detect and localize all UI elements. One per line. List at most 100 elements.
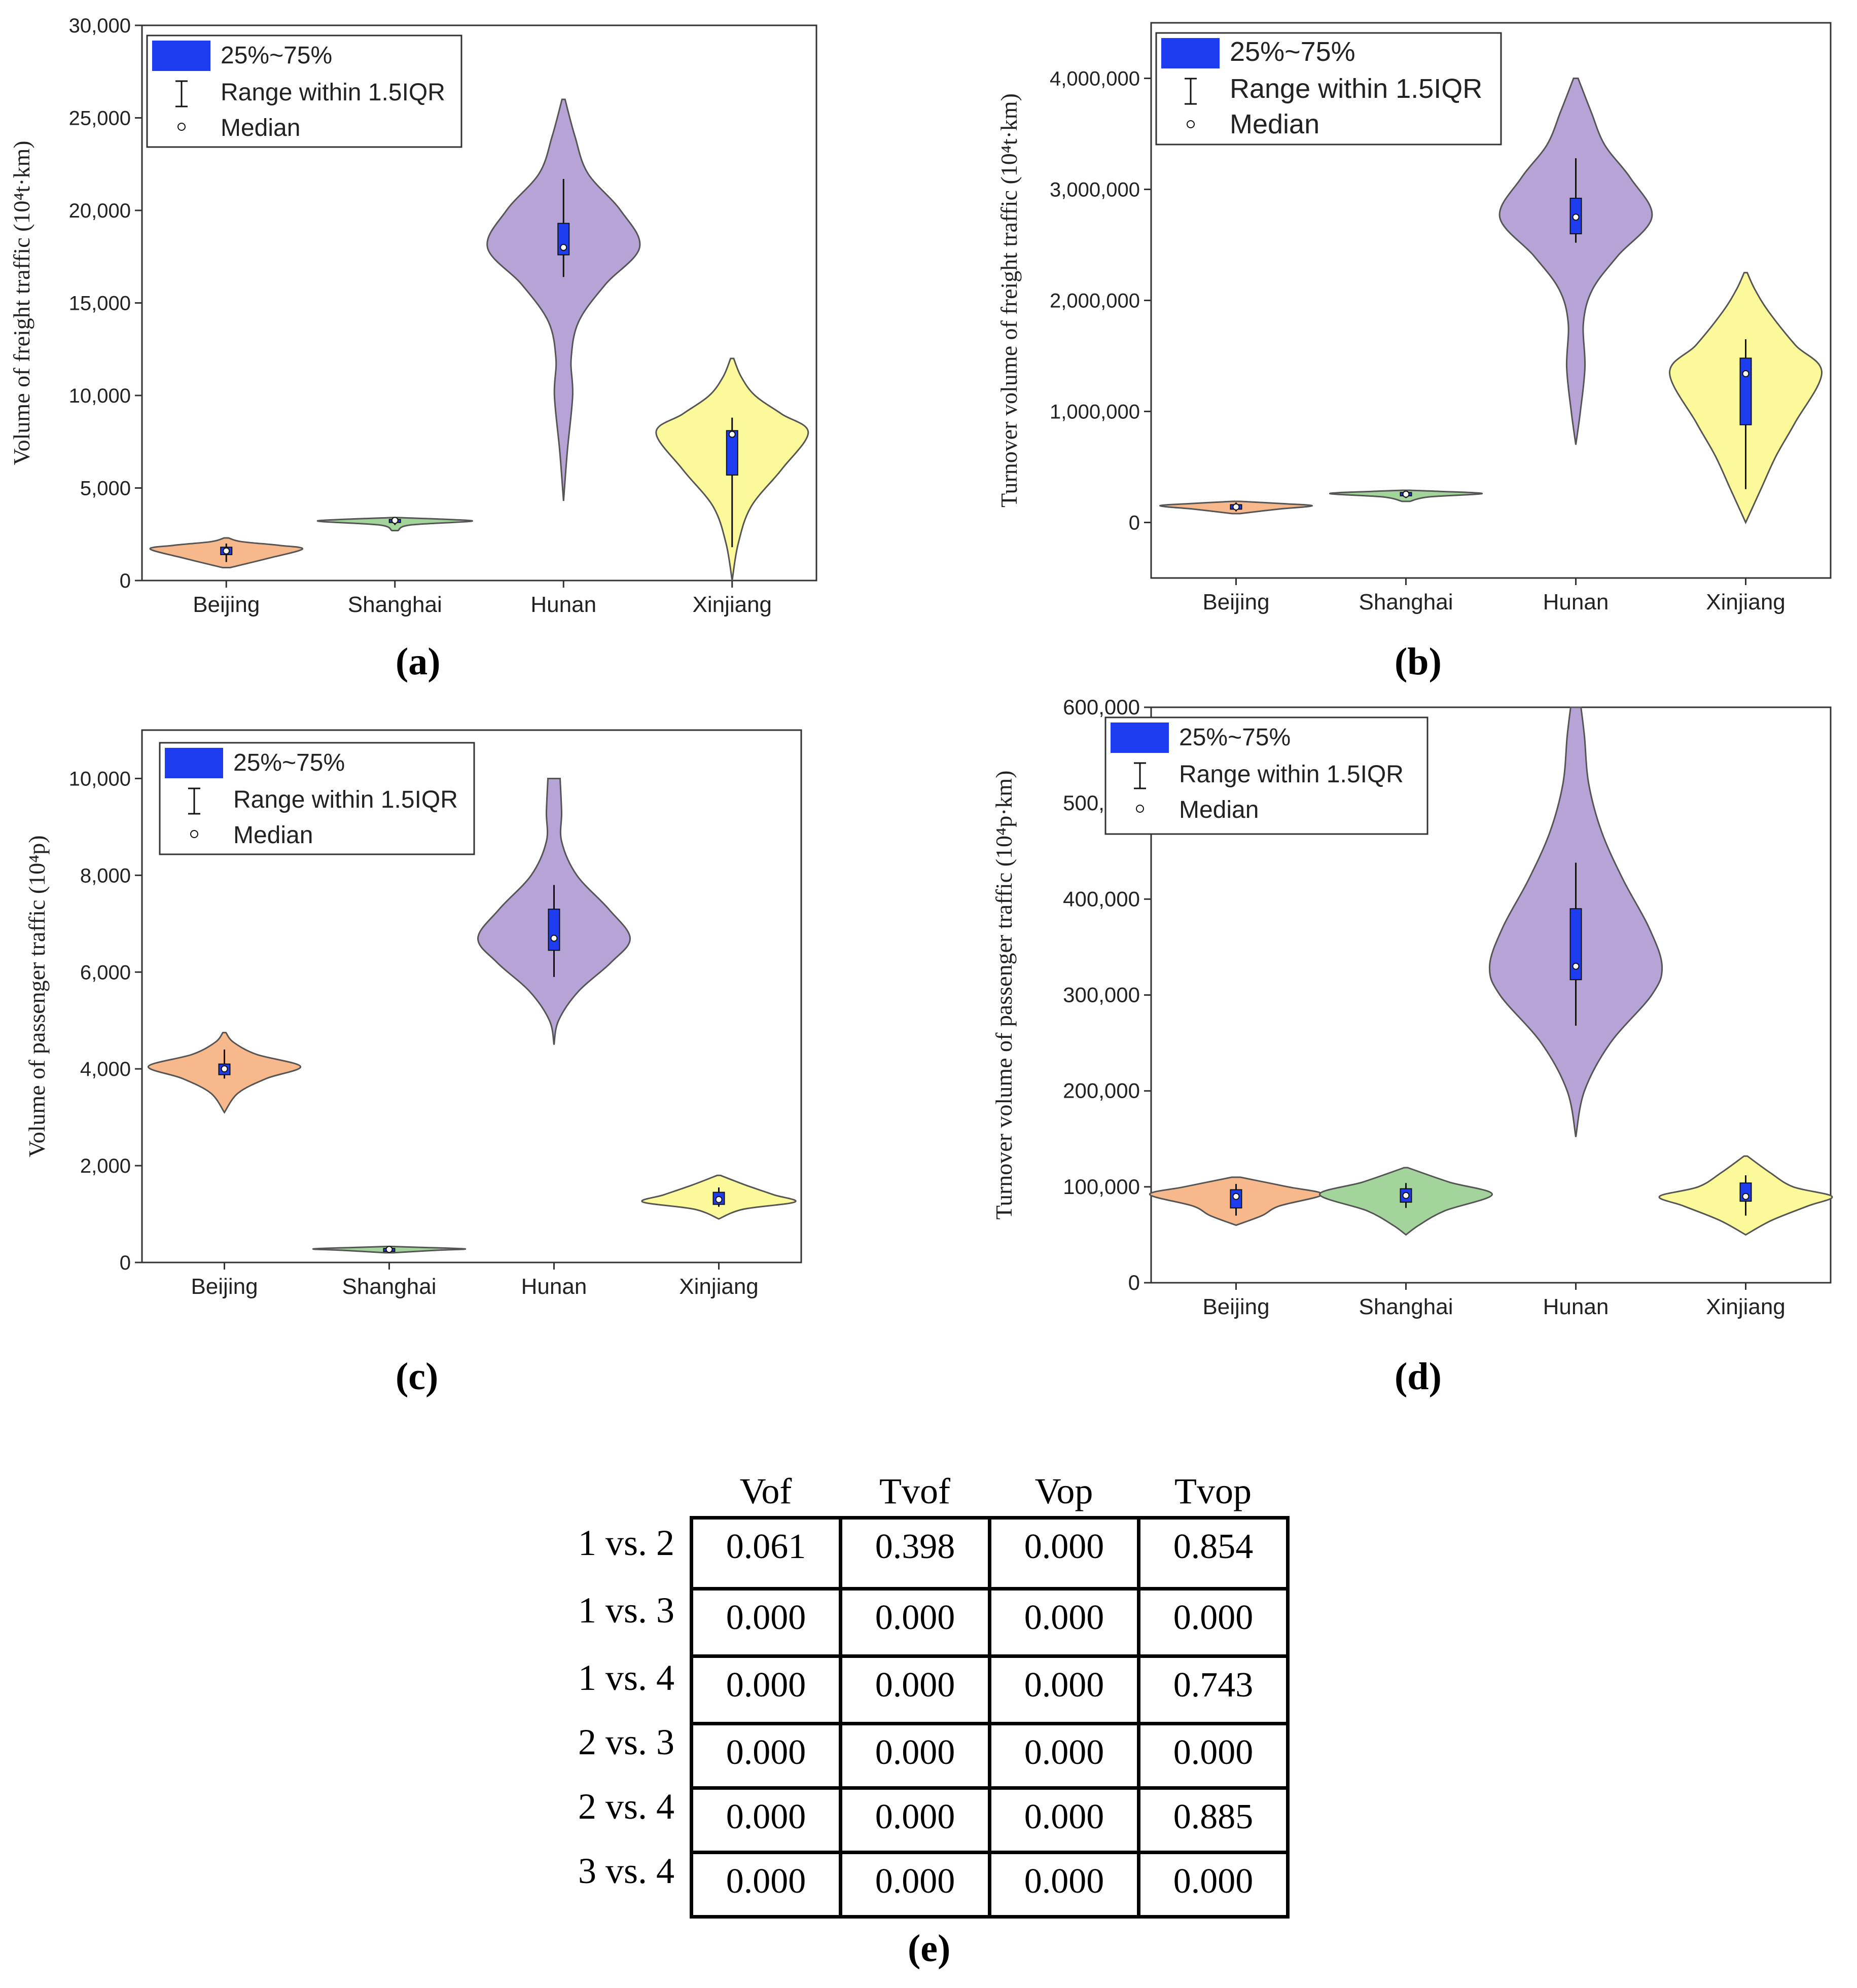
y-tick-label: 6,000: [80, 961, 131, 984]
table-cell: 0.000: [988, 1587, 1140, 1658]
y-tick-label: 0: [1129, 512, 1140, 534]
table-cell: 0.743: [1137, 1654, 1290, 1725]
p-value-table: 0.061 0.398 0.000 0.854 0.000 0.000 0.00…: [690, 1516, 1290, 1919]
y-tick-label: 2,000,000: [1050, 290, 1140, 312]
y-tick-label: 8,000: [80, 864, 131, 887]
median-dot: [1402, 490, 1410, 498]
y-tick-label: 4,000,000: [1050, 68, 1140, 90]
chart-panel-c: 0 2,000 4,000 6,000 8,000 10,000 Volume of pas…: [24, 729, 802, 1398]
y-tick-label: 10,000: [69, 385, 131, 407]
median-dot: [1232, 503, 1240, 511]
legend-label: 25%~75%: [221, 42, 332, 69]
median-dot: [728, 430, 736, 438]
violin-hunan: [1498, 78, 1653, 445]
row-label: 1 vs. 2: [578, 1523, 674, 1563]
x-tick-label: Beijing: [191, 1274, 258, 1299]
y-tick-label: 0: [120, 570, 131, 592]
y-tick-label: 2,000: [80, 1155, 131, 1177]
row-label: 1 vs. 4: [578, 1657, 674, 1698]
median-dot: [550, 934, 558, 942]
x-tick-label: Shanghai: [1359, 1294, 1453, 1319]
legend-label: Median: [233, 822, 313, 849]
table-cell: 0.854: [1137, 1516, 1290, 1591]
y-tick-label: 10,000: [69, 768, 131, 790]
table-cell: 0.000: [839, 1587, 991, 1658]
panel-label-d: (d): [1395, 1355, 1442, 1398]
table-cell: 0.000: [690, 1654, 842, 1725]
x-tick-label: Hunan: [521, 1274, 587, 1299]
y-tick-label: 30,000: [69, 15, 131, 37]
violin-hunan: [486, 98, 641, 501]
y-tick-label: 100,000: [1063, 1175, 1140, 1199]
median-dot: [221, 1065, 228, 1073]
iqr-box: [1739, 357, 1752, 425]
median-dot: [385, 1246, 393, 1253]
column-header-vof: Vof: [739, 1471, 792, 1511]
table-cell: 0.000: [839, 1722, 991, 1790]
y-tick-label: 20,000: [69, 200, 131, 222]
x-tick-label: Beijing: [1202, 1294, 1269, 1319]
table-cell: 0.061: [690, 1516, 842, 1591]
row-label: 1 vs. 3: [578, 1590, 674, 1631]
legend-label: Range within 1.5IQR: [1179, 761, 1404, 788]
median-dot: [1232, 1192, 1240, 1200]
x-tick-label: Hunan: [530, 592, 596, 617]
row-label: 3 vs. 4: [578, 1851, 674, 1891]
y-tick-label: 4,000: [80, 1058, 131, 1080]
median-dot: [560, 244, 567, 251]
y-tick-label: 5,000: [80, 478, 131, 500]
column-header-vop: Vop: [1034, 1471, 1093, 1511]
median-dot: [1742, 370, 1749, 378]
x-tick-label: Hunan: [1543, 590, 1609, 615]
table-cell: 0.000: [1137, 1851, 1290, 1919]
x-tick-label: Xinjiang: [1706, 1294, 1785, 1319]
x-tick-label: Xinjiang: [692, 592, 772, 617]
y-tick-label: 0: [120, 1252, 131, 1274]
y-axis-label: Volume of freight traffic (10⁴t·km): [9, 140, 34, 465]
table-cell: 0.000: [988, 1786, 1140, 1854]
chart-panel-d: 0100,000200,000300,000400,000500,000600,…: [991, 695, 1833, 1398]
legend-label: 25%~75%: [1179, 724, 1291, 751]
table-cell: 0.398: [839, 1516, 991, 1591]
row-label: 2 vs. 4: [578, 1786, 674, 1827]
table-row: 0.000 0.000 0.000 0.000: [690, 1587, 1290, 1658]
y-tick-label: 15,000: [69, 293, 131, 315]
panel-label-c: (c): [396, 1355, 438, 1398]
table-row: 0.000 0.000 0.000 0.000: [690, 1722, 1290, 1790]
legend-median-icon: [177, 123, 186, 131]
p-value-table-panel: Vof Tvof Vop Tvop 1 vs. 2 1 vs. 3 1 vs. …: [538, 1460, 1349, 1987]
panel-label-text: (e): [908, 1927, 951, 1970]
y-tick-label: 600,000: [1063, 695, 1140, 719]
y-axis-label: Turnover volume of freight traffic (10⁴t…: [996, 93, 1022, 508]
legend-label: Median: [221, 115, 300, 141]
y-tick-label: 200,000: [1063, 1079, 1140, 1103]
panel-label-e: (e): [908, 1927, 950, 1971]
panel-label-b: (b): [1395, 640, 1442, 683]
y-tick-label: 400,000: [1063, 887, 1140, 911]
y-tick-label: 300,000: [1063, 983, 1140, 1007]
table-cell: 0.000: [690, 1722, 842, 1790]
iqr-box: [548, 909, 560, 951]
x-tick-label: Xinjiang: [1706, 590, 1785, 615]
y-tick-label: 3,000,000: [1050, 179, 1140, 201]
x-tick-label: Beijing: [1202, 590, 1269, 615]
legend-median-icon: [1136, 805, 1144, 813]
median-dot: [1572, 962, 1580, 970]
x-tick-label: Xinjiang: [679, 1274, 759, 1299]
table-cell: 0.000: [839, 1654, 991, 1725]
legend: 25%~75% Range within 1.5IQR Median: [146, 34, 462, 148]
median-dot: [1742, 1192, 1749, 1200]
table-cell: 0.000: [690, 1851, 842, 1919]
table-row: 0.000 0.000 0.000 0.885: [690, 1786, 1290, 1854]
table-cell: 0.885: [1137, 1786, 1290, 1854]
legend-swatch: [152, 41, 210, 71]
x-tick-label: Beijing: [193, 592, 260, 617]
legend-label: Range within 1.5IQR: [1230, 74, 1482, 104]
plot-frame: [141, 729, 802, 1263]
median-dot: [223, 547, 230, 555]
column-header-tvof: Tvof: [879, 1471, 950, 1511]
x-tick-label: Hunan: [1543, 1294, 1609, 1319]
table-cell: 0.000: [988, 1654, 1140, 1725]
y-tick-label: 1,000,000: [1050, 401, 1140, 423]
